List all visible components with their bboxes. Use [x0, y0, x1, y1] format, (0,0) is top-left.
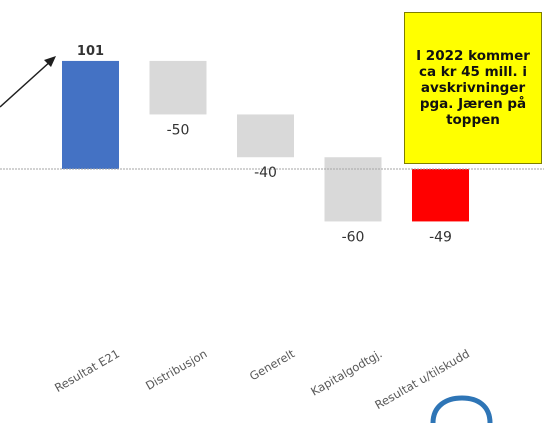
category-label-2: Generelt — [247, 346, 297, 383]
value-label-3: -60 — [342, 229, 365, 245]
value-labels-group: 101 -50 -40 -60 -49 — [77, 44, 452, 245]
category-label-4: Resultat u/tilskudd — [372, 346, 472, 412]
category-label-1: Distribusjon — [143, 346, 209, 392]
value-label-1: -50 — [167, 122, 190, 138]
value-label-2: -40 — [254, 165, 277, 181]
value-label-0: 101 — [77, 44, 104, 59]
note-text: I 2022 kommer ca kr 45 mill. i avskrivni… — [416, 47, 530, 129]
bars-group — [62, 60, 469, 222]
bar-4 — [412, 169, 469, 222]
category-labels-group: Resultat E21 Distribusjon Generelt Kapitalg… — [52, 346, 472, 412]
arrow — [0, 56, 56, 108]
category-label-3: Kapitalgodtgj. — [308, 346, 384, 398]
bar-1 — [149, 60, 207, 115]
note-callout: I 2022 kommer ca kr 45 mill. i avskrivni… — [404, 12, 542, 164]
bar-3 — [324, 157, 382, 222]
bar-2 — [237, 114, 294, 158]
logo-fragment — [430, 395, 493, 423]
category-label-0: Resultat E21 — [52, 346, 122, 394]
value-label-4: -49 — [429, 229, 452, 245]
bar-0 — [62, 60, 119, 169]
